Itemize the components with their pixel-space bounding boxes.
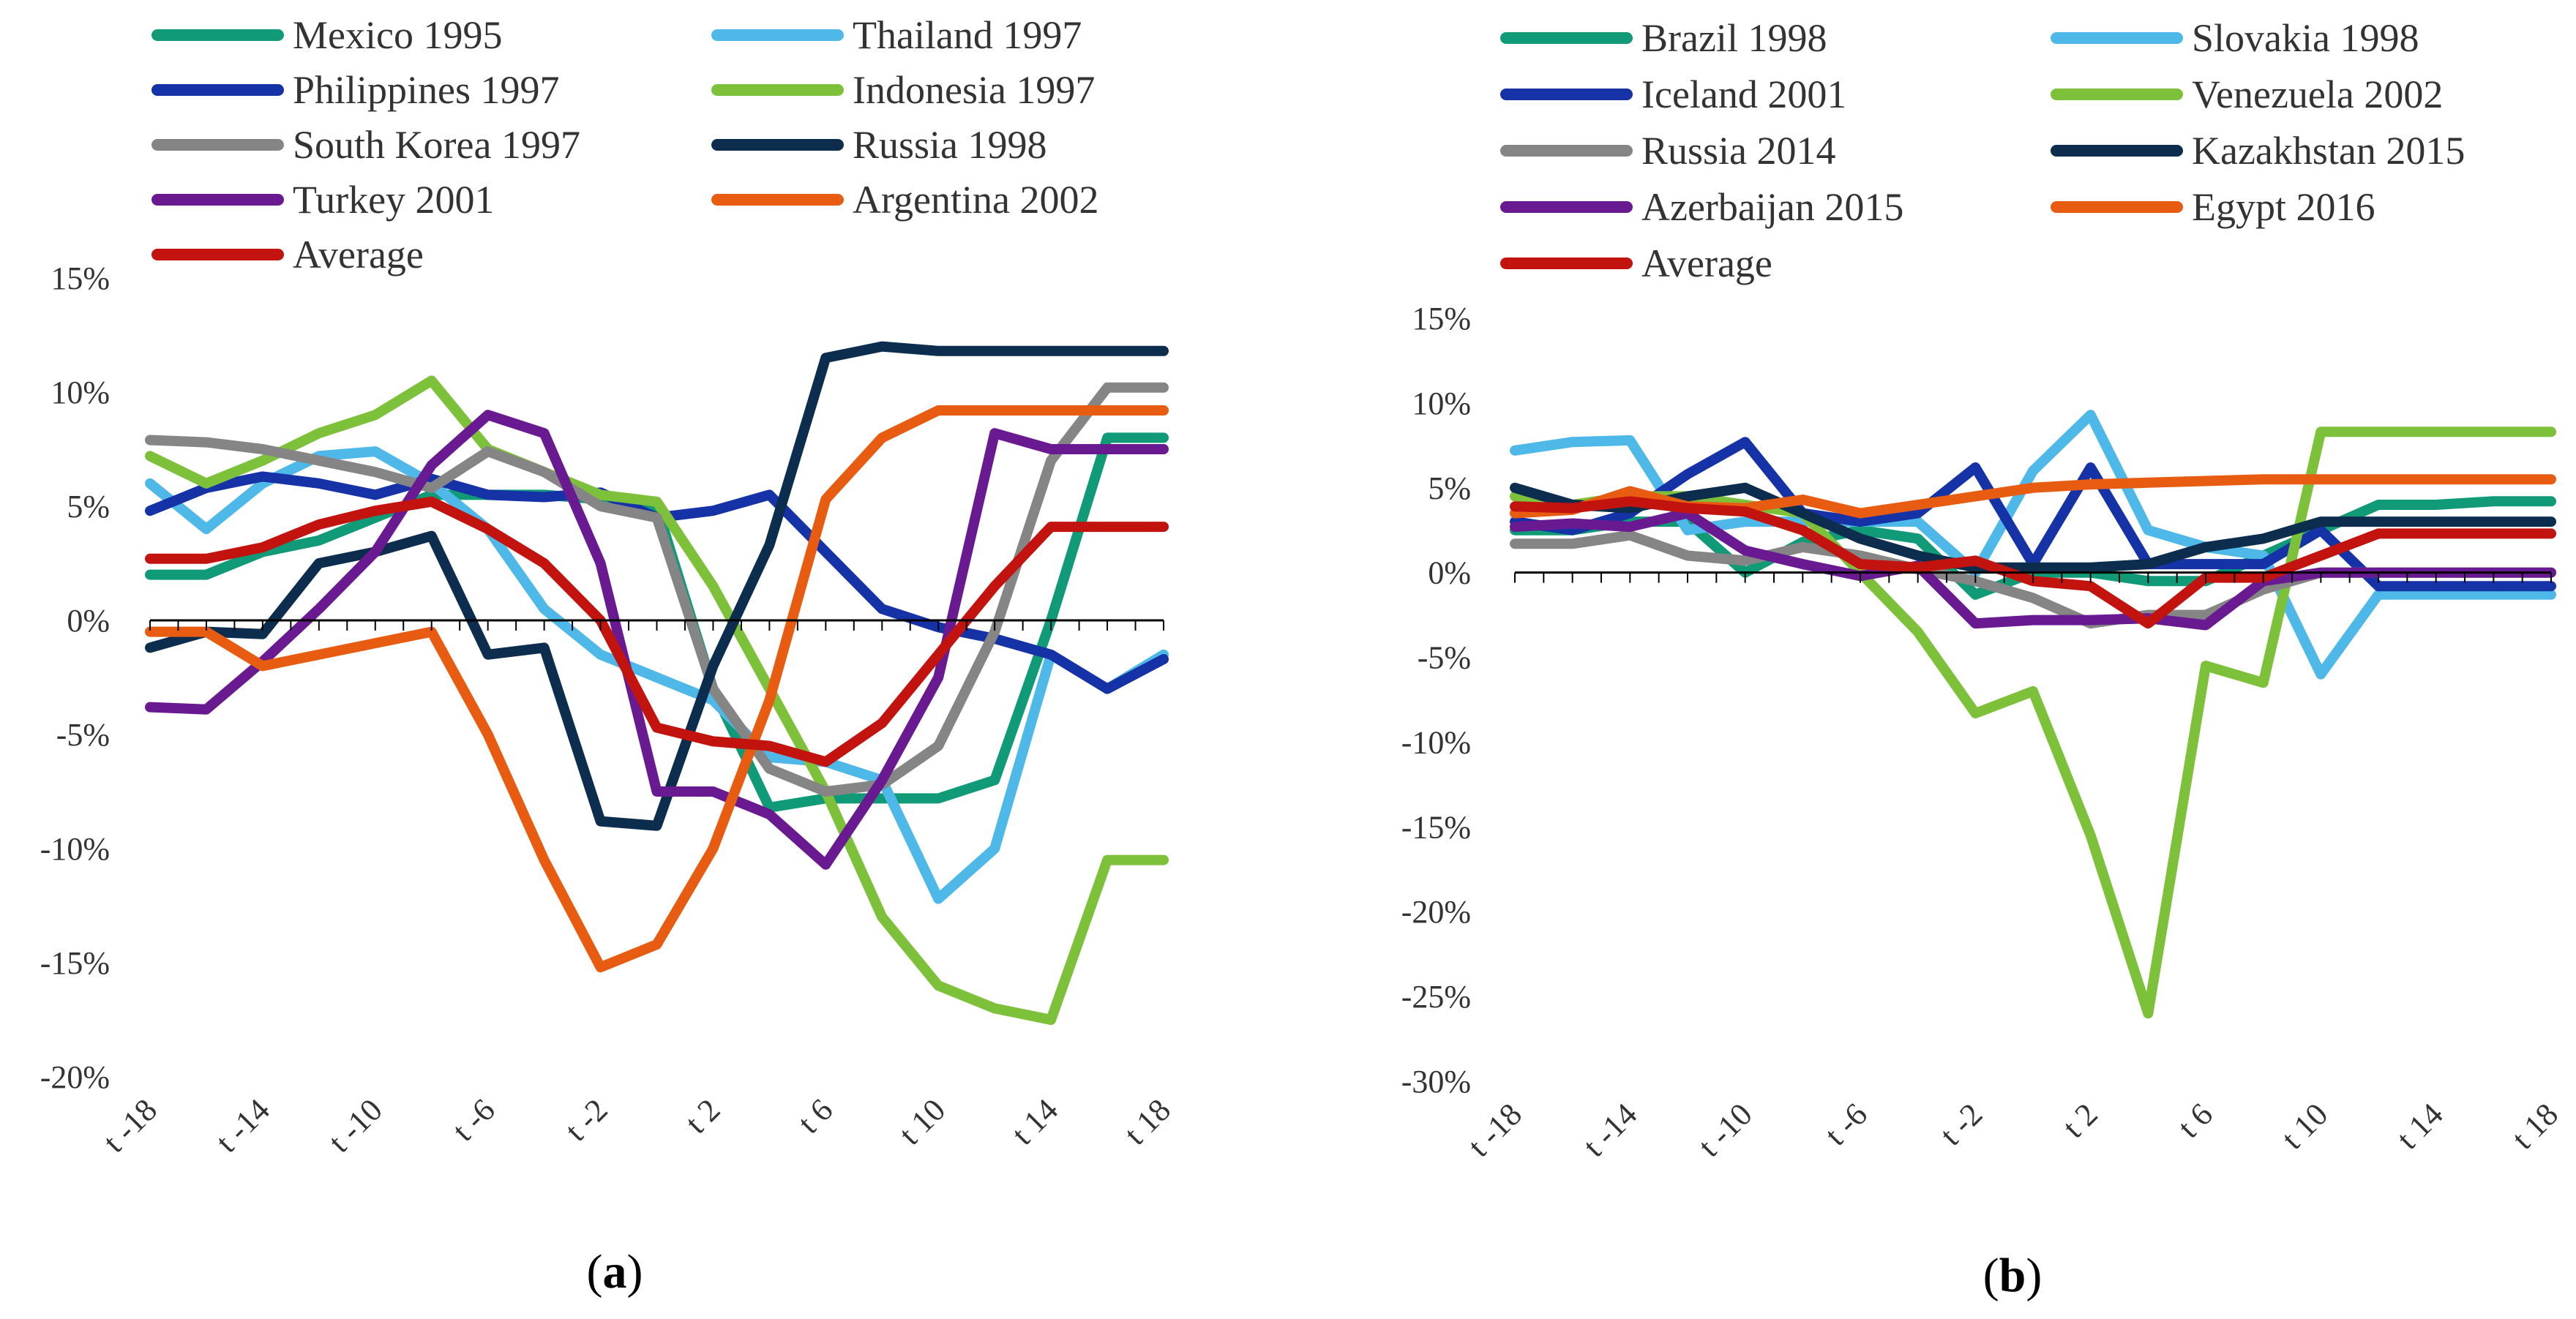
x-tick-label: t -18 (1461, 1096, 1530, 1164)
y-tick-label: -5% (56, 717, 110, 753)
legend-label: South Korea 1997 (293, 123, 580, 167)
y-tick-label: 10% (1412, 386, 1471, 421)
legend-label: Venezuela 2002 (2192, 72, 2443, 116)
x-axis-ticks-a (149, 620, 1164, 631)
legend-item: Turkey 2001 (151, 178, 495, 222)
x-tick-label: t 2 (678, 1091, 727, 1140)
panel-caption-a: (a) (587, 1245, 643, 1299)
series-line (145, 496, 1169, 767)
x-tick-label: t -6 (1818, 1096, 1874, 1152)
legend-item: Average (151, 233, 424, 277)
legend-item: Argentina 2002 (711, 178, 1098, 222)
legend-item: Egypt 2016 (2051, 185, 2375, 229)
legend-item: Kazakhstan 2015 (2051, 129, 2465, 173)
legend-item: Philippines 1997 (151, 68, 560, 112)
x-tick-label: t 2 (2056, 1096, 2105, 1145)
y-tick-label: 0% (67, 603, 110, 639)
legend-item: Thailand 1997 (711, 13, 1082, 57)
legend-label: Slovakia 1998 (2192, 16, 2419, 60)
y-axis-b: 15% 10% 5% 0% -5% -10% -15% -20% -25% -30% (1401, 301, 1471, 1100)
legend-item: Azerbaijan 2015 (1500, 185, 1903, 229)
legend-label: Brazil 1998 (1641, 16, 1827, 60)
legend-label: Iceland 2001 (1641, 72, 1846, 116)
legend-item: Average (1500, 241, 1772, 285)
x-tick-label: t -18 (97, 1091, 165, 1160)
legend-item: Iceland 2001 (1500, 72, 1846, 116)
legend-item: Slovakia 1998 (2051, 16, 2419, 60)
y-tick-label: -5% (1418, 640, 1471, 676)
legend-label: Thailand 1997 (853, 13, 1082, 57)
legend-item: Venezuela 2002 (2051, 72, 2443, 116)
x-tick-label: t -14 (1576, 1096, 1644, 1164)
legend-item: South Korea 1997 (151, 123, 580, 167)
y-tick-label: -25% (1401, 979, 1471, 1015)
x-tick-label: t 14 (1005, 1091, 1065, 1151)
x-tick-label: t 10 (2274, 1096, 2334, 1156)
y-tick-label: -30% (1401, 1064, 1471, 1100)
chart-panel-b: Brazil 1998 Slovakia 1998 Iceland 2001 Vene… (1401, 16, 2565, 1302)
x-tick-label: t -6 (446, 1091, 502, 1148)
y-tick-label: -15% (1401, 809, 1471, 845)
x-tick-label: t 10 (892, 1091, 952, 1151)
x-tick-label: t 6 (2171, 1096, 2220, 1145)
panel-caption-letter-b: b (1999, 1249, 2026, 1302)
legend-label: Egypt 2016 (2192, 185, 2375, 229)
legend-item: Mexico 1995 (151, 13, 502, 57)
x-tick-label: t -10 (1691, 1096, 1759, 1164)
x-axis-ticks-b (1514, 572, 2552, 583)
x-tick-label: t 14 (2390, 1096, 2450, 1156)
y-tick-label: 15% (50, 260, 110, 296)
legend-item: Russia 1998 (711, 123, 1047, 167)
panel-caption-letter-a: a (603, 1245, 627, 1299)
y-tick-label: 5% (67, 489, 110, 525)
legend-label: Turkey 2001 (293, 178, 495, 222)
legend-label: Mexico 1995 (293, 13, 502, 57)
x-tick-label: t 18 (2505, 1096, 2565, 1156)
series-line (145, 341, 1169, 831)
series-line (145, 375, 1169, 1025)
y-tick-label: -20% (1401, 894, 1471, 930)
y-tick-label: -15% (40, 945, 110, 981)
x-tick-label: t -10 (321, 1091, 389, 1160)
series-lines-b (1510, 410, 2556, 1019)
x-axis-labels-a: t -18 t -14 t -10 t -6 t -2 t 2 t 6 t 10 t 14 t 1… (97, 1091, 1178, 1160)
series-line (1510, 482, 2556, 573)
series-line (145, 382, 1169, 797)
legend-item: Indonesia 1997 (711, 68, 1095, 112)
series-line (1510, 410, 2556, 680)
x-tick-label: t 18 (1117, 1091, 1177, 1151)
legend-item: Russia 2014 (1500, 129, 1836, 173)
chart-panel-a: Mexico 1995 Thailand 1997 Philippines 1997… (40, 13, 1177, 1299)
y-axis-a: 15% 10% 5% 0% -5% -10% -15% -20% (40, 260, 110, 1095)
x-tick-label: t 6 (791, 1091, 840, 1140)
x-tick-label: t -2 (558, 1091, 615, 1148)
series-line (145, 405, 1169, 973)
legend-label: Argentina 2002 (853, 178, 1098, 222)
y-tick-label: 10% (50, 375, 110, 410)
legend-label: Average (1641, 241, 1772, 285)
x-tick-label: t -2 (1933, 1096, 1989, 1152)
series-line (145, 410, 1169, 870)
x-axis-labels-b: t -18 t -14 t -10 t -6 t -2 t 2 t 6 t 10 t 14 t 1… (1461, 1096, 2566, 1164)
series-lines-a (145, 341, 1169, 1025)
y-tick-label: 15% (1412, 301, 1471, 337)
y-tick-label: -10% (1401, 724, 1471, 760)
legend-b: Brazil 1998 Slovakia 1998 Iceland 2001 Vene… (1500, 16, 2465, 285)
y-tick-label: 0% (1428, 555, 1471, 591)
y-tick-label: 5% (1428, 470, 1471, 506)
x-tick-label: t -14 (209, 1091, 277, 1160)
y-tick-label: -10% (40, 831, 110, 867)
panel-caption-b: (b) (1983, 1249, 2043, 1302)
legend-label: Average (293, 233, 424, 277)
y-tick-label: -20% (40, 1059, 110, 1095)
legend-label: Kazakhstan 2015 (2192, 129, 2465, 173)
legend-label: Azerbaijan 2015 (1641, 185, 1903, 229)
legend-a: Mexico 1995 Thailand 1997 Philippines 1997… (151, 13, 1098, 277)
legend-label: Russia 2014 (1641, 129, 1836, 173)
legend-item: Brazil 1998 (1500, 16, 1827, 60)
legend-label: Philippines 1997 (293, 68, 560, 112)
legend-label: Indonesia 1997 (853, 68, 1095, 112)
legend-label: Russia 1998 (853, 123, 1047, 167)
